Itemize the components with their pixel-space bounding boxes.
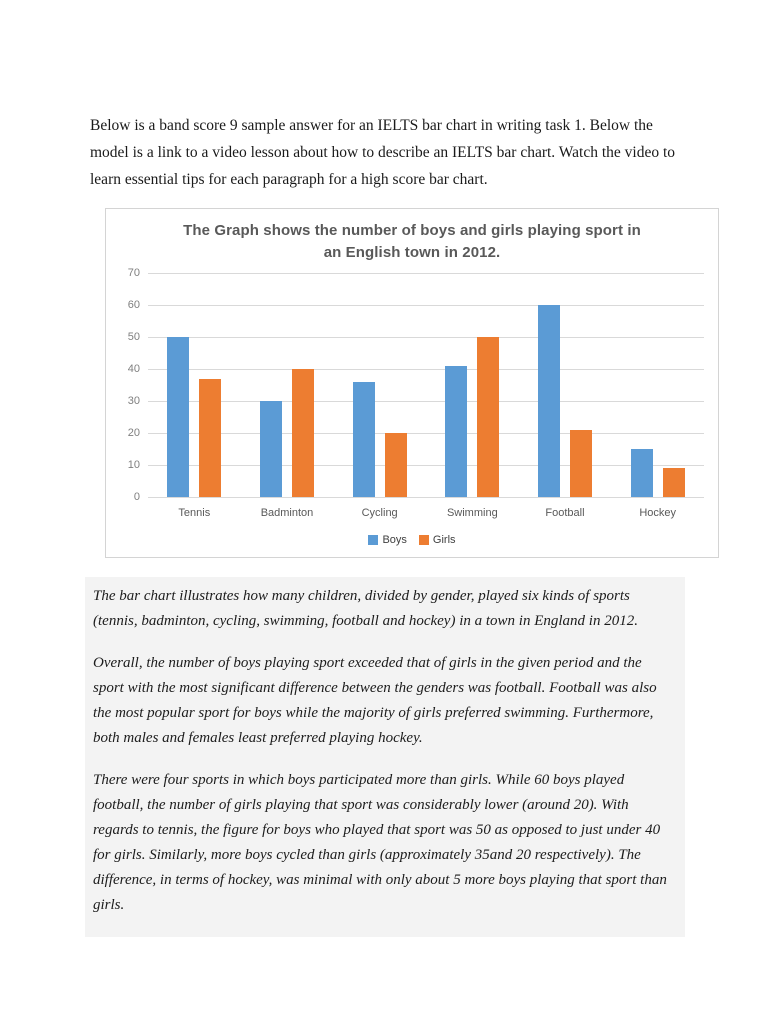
gridline — [148, 401, 704, 402]
chart-plot: 0 10 20 30 40 50 60 70 Tennis Badminton Cycling Swi… — [106, 209, 718, 557]
intro-paragraph: Below is a band score 9 sample answer fo… — [90, 117, 676, 188]
y-tick-label: 20 — [127, 427, 140, 439]
x-tick-label: Football — [545, 507, 585, 519]
chart-figure: The Graph shows the number of boys and g… — [105, 208, 719, 558]
y-tick-label: 70 — [127, 267, 140, 279]
bar-girls-tennis — [199, 378, 222, 497]
gridline — [148, 273, 704, 274]
chart-title: The Graph shows the number of boys and g… — [183, 222, 641, 261]
legend-swatch-girls — [418, 535, 429, 545]
y-tick-label: 50 — [127, 331, 140, 343]
plot-area — [148, 273, 704, 498]
y-tick-label: 30 — [127, 395, 140, 407]
x-tick-label: Swimming — [446, 507, 498, 519]
bar-boys-football — [538, 305, 560, 497]
x-tick-label: Tennis — [178, 507, 211, 519]
bar-boys-badminton — [260, 401, 282, 497]
bar-girls-swimming — [477, 337, 500, 497]
bar-boys-hockey — [630, 449, 653, 497]
essay-paragraph-1: The bar chart illustrates how many child… — [93, 588, 638, 629]
essay-paragraph-3: There were four sports in which boys par… — [93, 772, 667, 913]
gridline — [148, 337, 704, 338]
legend-swatch-boys — [368, 535, 379, 545]
gridline — [148, 369, 704, 370]
chart-legend: Boys Girls — [106, 534, 718, 546]
y-tick-label: 10 — [127, 459, 140, 471]
gridline — [148, 305, 704, 306]
x-tick-label: Hockey — [639, 507, 676, 519]
x-tick-label: Badminton — [260, 507, 314, 519]
y-tick-label: 40 — [127, 363, 140, 375]
gridline — [148, 433, 704, 434]
y-tick-label: 0 — [133, 491, 140, 503]
essay-block: The bar chart illustrates how many child… — [85, 577, 685, 937]
bar-boys-tennis — [167, 337, 190, 497]
x-tick-label: Cycling — [361, 507, 398, 519]
bar-boys-swimming — [445, 365, 468, 497]
bar-girls-cycling — [384, 433, 407, 497]
bar-boys-cycling — [352, 381, 375, 497]
gridline — [148, 497, 704, 498]
legend-label-boys: Boys — [382, 534, 407, 546]
legend-item-boys: Boys — [368, 534, 407, 546]
legend-label-girls: Girls — [432, 534, 456, 546]
gridline — [148, 465, 704, 466]
bar-girls-football — [570, 429, 592, 497]
bar-girls-hockey — [662, 468, 685, 497]
legend-item-girls: Girls — [418, 534, 456, 546]
essay-paragraph-2: Overall, the number of boys playing spor… — [93, 655, 657, 746]
y-tick-label: 60 — [127, 299, 140, 311]
bar-girls-badminton — [292, 369, 314, 497]
